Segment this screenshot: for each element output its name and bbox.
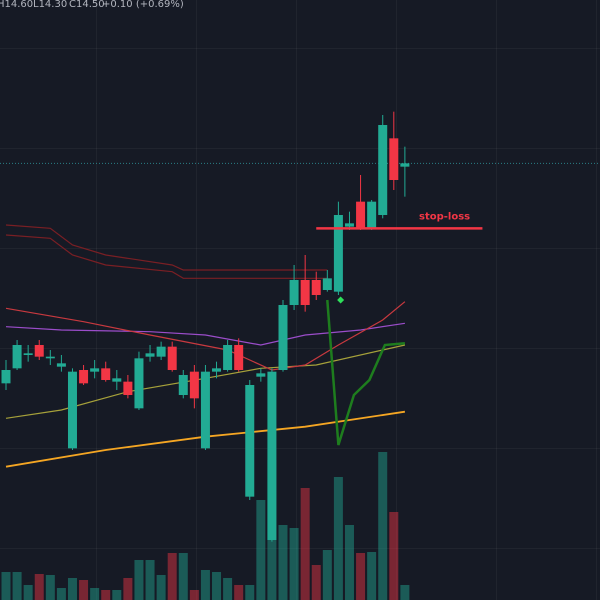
volume-bar [200, 570, 210, 600]
indicator-line [5, 301, 406, 371]
volume-bar [289, 528, 299, 600]
stop-loss-label: stop-loss [419, 211, 470, 222]
volume-bar [23, 585, 33, 600]
ohlc-low: L14.30 [33, 0, 67, 10]
candle-body [178, 375, 188, 395]
ohlc-change: +0.10 (+0.69%) [102, 0, 184, 10]
candle-body [145, 353, 155, 357]
volume-bar [300, 488, 310, 600]
volume-bar [378, 452, 388, 600]
candle-body [212, 368, 222, 372]
candle-body [367, 201, 377, 229]
candle-body [234, 345, 244, 370]
volume-bar [389, 512, 399, 600]
candle-body [267, 371, 277, 540]
candle-body [167, 346, 177, 370]
volume-bar [178, 553, 188, 600]
indicator-line [326, 299, 406, 446]
volume-bar [356, 553, 366, 600]
candle-body [156, 346, 166, 357]
volume-bar [45, 575, 55, 600]
candle-body [12, 345, 22, 369]
candle-body [256, 373, 266, 377]
candle-body [389, 138, 399, 180]
volume-bar [1, 572, 11, 600]
volume-bar [67, 578, 77, 600]
volume-bar [167, 553, 177, 600]
volume-bar [367, 552, 377, 600]
candle-body [67, 371, 77, 449]
volume-bar [112, 590, 122, 600]
candle-body [200, 371, 210, 449]
candle-body [34, 345, 44, 357]
volume-bar [344, 525, 354, 600]
indicator-line [5, 234, 328, 279]
candle-body [278, 305, 288, 370]
candle-body [333, 215, 343, 292]
ohlc-high: H14.60 [0, 0, 33, 10]
candle-body [123, 381, 133, 395]
candle-body [289, 280, 299, 305]
candle-body [189, 371, 199, 399]
candle-body [223, 345, 233, 370]
candle-body [300, 280, 310, 305]
candle-body [90, 368, 100, 372]
volume-bar [245, 585, 255, 600]
candle-body [23, 353, 33, 355]
volume-bar [34, 574, 44, 600]
volume-bar [156, 575, 166, 600]
volume-bar [12, 572, 22, 600]
indicator-line [5, 322, 405, 346]
volume-bar [134, 560, 144, 600]
volume-bar [278, 525, 288, 600]
volume-bar [256, 500, 266, 600]
volume-bar [333, 477, 343, 600]
candle-body [1, 370, 11, 384]
candle-body [79, 370, 89, 384]
candle-body [56, 363, 66, 367]
volume-bar [123, 578, 133, 600]
volume-bar [79, 580, 89, 600]
candle-body [356, 201, 366, 229]
candle-body [45, 356, 55, 359]
candle-body [311, 280, 321, 295]
volume-bar [223, 578, 233, 600]
ohlc-close: C14.50 [69, 0, 105, 10]
volume-bar [90, 588, 100, 600]
volume-bar [101, 590, 111, 600]
indicator-line [5, 224, 328, 271]
volume-bar [189, 590, 199, 600]
candle-body [344, 223, 354, 227]
volume-bar [234, 585, 244, 600]
volume-bar [400, 585, 410, 600]
candle-body [134, 358, 144, 409]
candle-body [400, 163, 410, 167]
candle-body [322, 278, 332, 290]
signal-marker [337, 296, 345, 304]
candle-body [245, 385, 255, 497]
volume-bar [212, 572, 222, 600]
volume-bar [56, 588, 66, 600]
volume-bar [311, 565, 321, 600]
volume-bar [145, 560, 155, 600]
candle-body [112, 378, 122, 382]
volume-bar [322, 550, 332, 600]
candle-body [378, 125, 388, 215]
candle-body [101, 368, 111, 380]
